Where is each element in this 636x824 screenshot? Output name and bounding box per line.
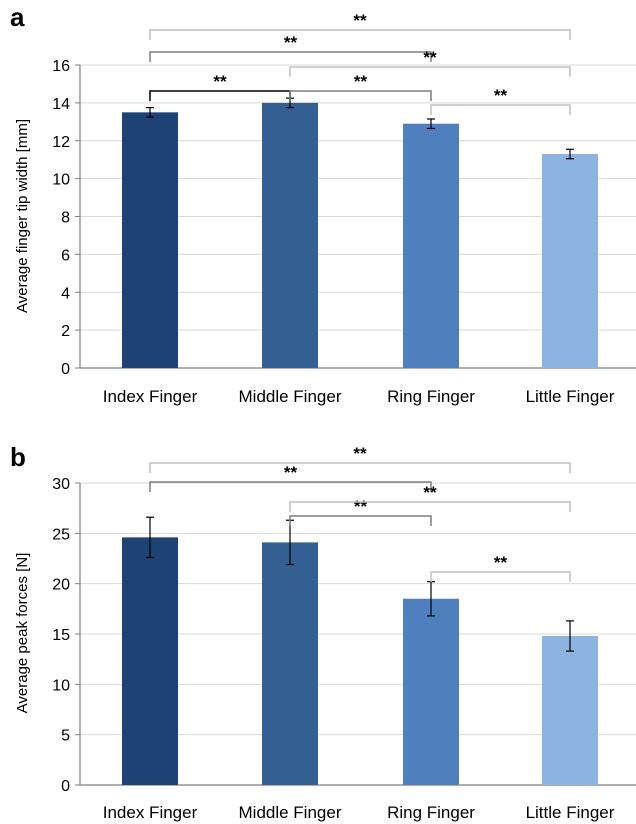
significance-label: ** <box>423 48 437 67</box>
panel-label-a: a <box>10 2 25 32</box>
y-tick-label: 25 <box>52 526 70 543</box>
y-tick-label: 5 <box>61 728 70 745</box>
y-tick-label: 30 <box>52 476 70 493</box>
panel-b: b Average peak forces [N] 0 5 10 15 20 25 30 In… <box>10 442 636 822</box>
panel-label-b: b <box>10 442 26 472</box>
significance-bracket <box>149 51 432 62</box>
bar-0 <box>122 112 178 368</box>
significance-bracket <box>149 481 432 492</box>
y-tick-label: 12 <box>52 134 70 151</box>
bar-1 <box>262 542 318 785</box>
bar-2 <box>403 123 459 368</box>
x-tick-label: Ring Finger <box>387 803 475 822</box>
y-tick-label: 6 <box>61 247 70 264</box>
significance-label: ** <box>213 72 227 91</box>
y-tick-label: 10 <box>52 677 70 694</box>
x-tick-label: Index Finger <box>103 803 198 822</box>
y-tick-label: 10 <box>52 172 70 189</box>
significance-bracket <box>289 66 571 77</box>
significance-label: ** <box>494 553 508 572</box>
significance-label: ** <box>423 483 437 502</box>
x-tick-label: Index Finger <box>103 387 198 406</box>
significance-label: ** <box>353 11 367 30</box>
y-tick-label: 20 <box>52 577 70 594</box>
y-axis-label-b: Average peak forces [N] <box>14 553 31 714</box>
y-tick-label: 8 <box>61 210 70 227</box>
y-axis-label-a: Average finger tip width [mm] <box>14 119 31 313</box>
y-tick-label: 16 <box>52 58 70 75</box>
x-tick-label: Little Finger <box>526 387 615 406</box>
y-tick-label: 2 <box>61 323 70 340</box>
significance-label: ** <box>354 72 368 91</box>
x-tick-label: Middle Finger <box>239 803 342 822</box>
significance-label: ** <box>284 463 298 482</box>
bar-2 <box>403 598 459 785</box>
significance-label: ** <box>354 497 368 516</box>
y-tick-label: 0 <box>61 361 70 378</box>
significance-bracket <box>289 515 432 526</box>
y-tick-label: 14 <box>52 96 70 113</box>
y-tick-label: 0 <box>61 778 70 795</box>
significance-bracket <box>289 501 571 512</box>
x-tick-label: Middle Finger <box>239 387 342 406</box>
bar-3 <box>542 154 598 368</box>
significance-bracket <box>149 90 291 101</box>
significance-bracket <box>149 462 571 473</box>
significance-bracket <box>430 104 571 115</box>
significance-bracket <box>430 571 571 582</box>
significance-label: ** <box>353 444 367 463</box>
panel-a: a Average finger tip width [mm] 0 2 4 6 8 10 1… <box>10 2 636 406</box>
bar-3 <box>542 636 598 785</box>
significance-bracket <box>289 90 432 101</box>
y-tick-label: 15 <box>52 627 70 644</box>
bar-1 <box>262 102 318 368</box>
significance-label: ** <box>494 86 508 105</box>
significance-label: ** <box>284 33 298 52</box>
x-tick-label: Little Finger <box>526 803 615 822</box>
y-tick-label: 4 <box>61 285 70 302</box>
bar-0 <box>122 537 178 785</box>
x-tick-label: Ring Finger <box>387 387 475 406</box>
significance-bracket <box>149 29 571 40</box>
